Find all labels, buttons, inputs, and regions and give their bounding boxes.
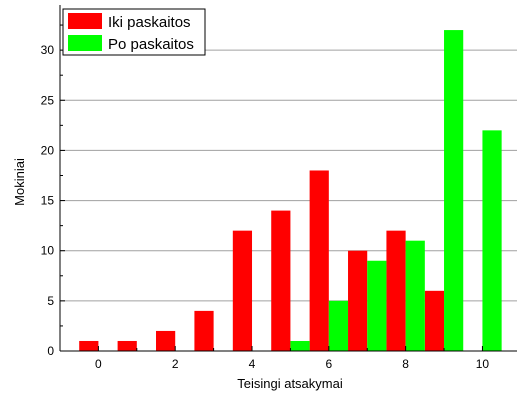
bar [194,310,214,351]
y-tick-label: 25 [41,93,55,107]
y-tick-label: 15 [41,194,55,208]
legend-label-iki: Iki paskaitos [108,14,191,31]
legend-label-po: Po paskaitos [108,36,194,53]
bar [328,300,349,351]
x-tick-label: 4 [249,357,256,371]
bar [482,130,502,351]
bar [367,260,387,351]
bar [290,340,310,351]
bar [386,230,406,351]
y-tick-label: 0 [47,344,54,358]
y-tick-label: 30 [41,43,55,57]
x-axis-title: Teisingi atsakymai [237,376,343,391]
legend: Iki paskaitos Po paskaitos [62,8,206,56]
bar [424,290,445,351]
x-tick-label: 0 [95,357,102,371]
bar [309,170,329,351]
ticks: 0 5 10 15 20 25 30 0 2 4 6 8 10 [41,24,490,371]
y-tick-label: 20 [41,143,55,157]
bar [232,230,253,351]
y-tick-label: 5 [47,294,54,308]
y-axis-title: Mokiniai [12,158,27,206]
y-tick-label: 10 [41,244,55,258]
bar [271,210,291,351]
legend-swatch-po [68,35,102,51]
bar [444,30,464,352]
x-tick-label: 8 [402,357,409,371]
bar [156,330,176,351]
bar [79,340,99,351]
legend-swatch-iki [68,13,102,29]
axes [59,5,517,352]
bar [117,340,137,351]
bars [79,30,502,352]
bar [405,240,425,351]
bar [348,250,368,351]
x-tick-label: 2 [172,357,179,371]
x-tick-label: 10 [476,357,490,371]
x-tick-label: 6 [325,357,332,371]
